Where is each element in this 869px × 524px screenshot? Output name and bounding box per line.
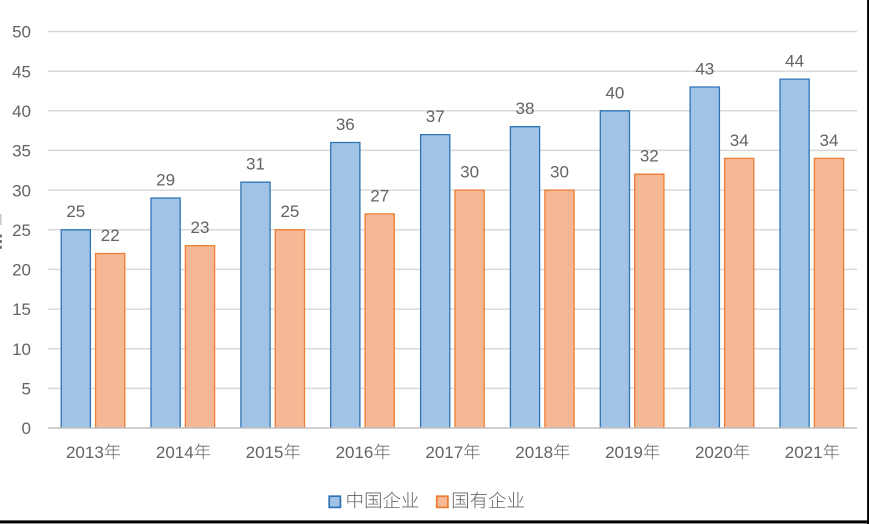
svg-text:44: 44 [785, 52, 804, 71]
svg-text:36: 36 [336, 115, 355, 134]
svg-text:2019: 2019 [605, 443, 643, 462]
svg-text:2016: 2016 [336, 443, 374, 462]
svg-text:25: 25 [280, 202, 299, 221]
svg-text:10: 10 [12, 340, 31, 359]
svg-text:0: 0 [22, 419, 31, 438]
svg-text:35: 35 [12, 142, 31, 161]
svg-text:20: 20 [12, 261, 31, 280]
svg-text:27: 27 [370, 186, 389, 205]
svg-text:5: 5 [22, 380, 31, 399]
svg-text:31: 31 [246, 155, 265, 174]
svg-text:30: 30 [460, 163, 479, 182]
svg-text:30: 30 [12, 181, 31, 200]
svg-text:2014: 2014 [156, 443, 194, 462]
svg-text:40: 40 [605, 83, 624, 102]
svg-text:2015: 2015 [246, 443, 284, 462]
svg-text:43: 43 [695, 60, 714, 79]
svg-text:40: 40 [12, 102, 31, 121]
svg-text:38: 38 [516, 99, 535, 118]
svg-text:23: 23 [191, 218, 210, 237]
svg-text:32: 32 [640, 147, 659, 166]
svg-text:2020: 2020 [695, 443, 733, 462]
svg-text:2017: 2017 [425, 443, 463, 462]
svg-text:22: 22 [101, 226, 120, 245]
svg-text:2018: 2018 [515, 443, 553, 462]
svg-text:2021: 2021 [785, 443, 823, 462]
svg-text:25: 25 [12, 221, 31, 240]
svg-text:30: 30 [550, 163, 569, 182]
svg-text:37: 37 [426, 107, 445, 126]
svg-text:34: 34 [820, 131, 839, 150]
svg-text:34: 34 [730, 131, 749, 150]
svg-text:15: 15 [12, 300, 31, 319]
svg-text:25: 25 [66, 202, 85, 221]
svg-text:50: 50 [12, 23, 31, 42]
svg-text:29: 29 [156, 171, 175, 190]
svg-text:45: 45 [12, 62, 31, 81]
svg-text:2013: 2013 [66, 443, 104, 462]
